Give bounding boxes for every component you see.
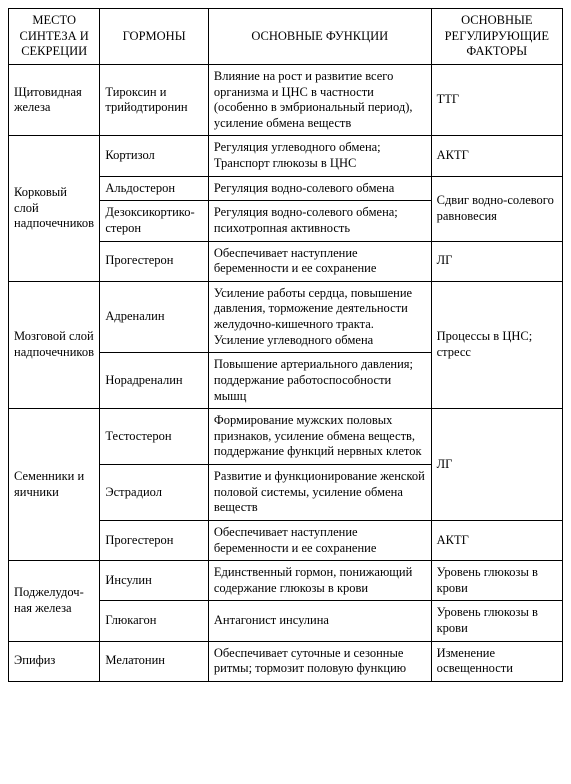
site-cell: Мозговой слой надпочечни­ков <box>9 281 100 408</box>
factor-cell: Изменение освещенности <box>431 641 562 681</box>
function-cell: Обеспечивает наступление беременности и … <box>208 520 431 560</box>
hormone-cell: Инсулин <box>100 561 209 601</box>
site-cell: Корковый слой надпочечни­ков <box>9 136 100 281</box>
function-cell: Регуляция углеводного обмена; Транспорт … <box>208 136 431 176</box>
function-cell: Усиление работы сердца, повышение давлен… <box>208 281 431 353</box>
site-cell: Эпифиз <box>9 641 100 681</box>
function-cell: Регуляция водно-солевого обмена <box>208 176 431 201</box>
header-hormone: ГОРМОНЫ <box>100 9 209 65</box>
factor-cell: ЛГ <box>431 241 562 281</box>
site-cell: Щитовидная железа <box>9 64 100 136</box>
hormone-table: МЕСТО СИНТЕЗА И СЕКРЕЦИИ ГОРМОНЫ ОСНОВНЫ… <box>8 8 563 682</box>
factor-cell: Уровень глюкозы в крови <box>431 601 562 641</box>
function-cell: Формирование мужских половых признаков, … <box>208 409 431 465</box>
hormone-cell: Прогестерон <box>100 241 209 281</box>
factor-cell: Сдвиг водно-солевого равновесия <box>431 176 562 241</box>
header-site: МЕСТО СИНТЕЗА И СЕКРЕЦИИ <box>9 9 100 65</box>
header-func: ОСНОВНЫЕ ФУНКЦИИ <box>208 9 431 65</box>
function-cell: Обеспечивает суточные и сезонные ритмы; … <box>208 641 431 681</box>
function-cell: Обеспечивает наступление беременности и … <box>208 241 431 281</box>
factor-cell: АКТГ <box>431 136 562 176</box>
table-body: Щитовидная железаТироксин и трийодтирони… <box>9 64 563 681</box>
hormone-cell: Мелатонин <box>100 641 209 681</box>
function-cell: Регуляция водно-солевого обмена; психотр… <box>208 201 431 241</box>
table-row: Корковый слой надпочечни­ковКортизолРегу… <box>9 136 563 176</box>
table-row: ЭпифизМелатонинОбеспечивает суточные и с… <box>9 641 563 681</box>
factor-cell: Уровень глюкозы в крови <box>431 561 562 601</box>
site-cell: Семенники и яичники <box>9 409 100 561</box>
factor-cell: Процессы в ЦНС; стресс <box>431 281 562 408</box>
hormone-cell: Адреналин <box>100 281 209 353</box>
function-cell: Единственный гормон, понижающий содержан… <box>208 561 431 601</box>
table-row: Мозговой слой надпочечни­ковАдреналинУси… <box>9 281 563 353</box>
factor-cell: ЛГ <box>431 409 562 521</box>
hormone-cell: Прогестерон <box>100 520 209 560</box>
hormone-cell: Тироксин и трийодтиронин <box>100 64 209 136</box>
function-cell: Влияние на рост и развитие всего организ… <box>208 64 431 136</box>
header-factor: ОСНОВНЫЕ РЕГУЛИРУЮЩИЕ ФАКТОРЫ <box>431 9 562 65</box>
factor-cell: ТТГ <box>431 64 562 136</box>
site-cell: Поджелудоч­ная железа <box>9 561 100 642</box>
hormone-cell: Эстрадиол <box>100 465 209 521</box>
hormone-cell: Норадреналин <box>100 353 209 409</box>
table-row: Семенники и яичникиТестостеронФормирован… <box>9 409 563 465</box>
factor-cell: АКТГ <box>431 520 562 560</box>
function-cell: Повышение артериального давления; поддер… <box>208 353 431 409</box>
function-cell: Антагонист инсулина <box>208 601 431 641</box>
function-cell: Развитие и функционирование женской поло… <box>208 465 431 521</box>
table-row: Поджелудоч­ная железаИнсулинЕдинственный… <box>9 561 563 601</box>
hormone-cell: Кортизол <box>100 136 209 176</box>
hormone-cell: Глюкагон <box>100 601 209 641</box>
table-row: Щитовидная железаТироксин и трийодтирони… <box>9 64 563 136</box>
hormone-cell: Дезоксикортико­стерон <box>100 201 209 241</box>
hormone-cell: Альдостерон <box>100 176 209 201</box>
hormone-cell: Тестостерон <box>100 409 209 465</box>
header-row: МЕСТО СИНТЕЗА И СЕКРЕЦИИ ГОРМОНЫ ОСНОВНЫ… <box>9 9 563 65</box>
